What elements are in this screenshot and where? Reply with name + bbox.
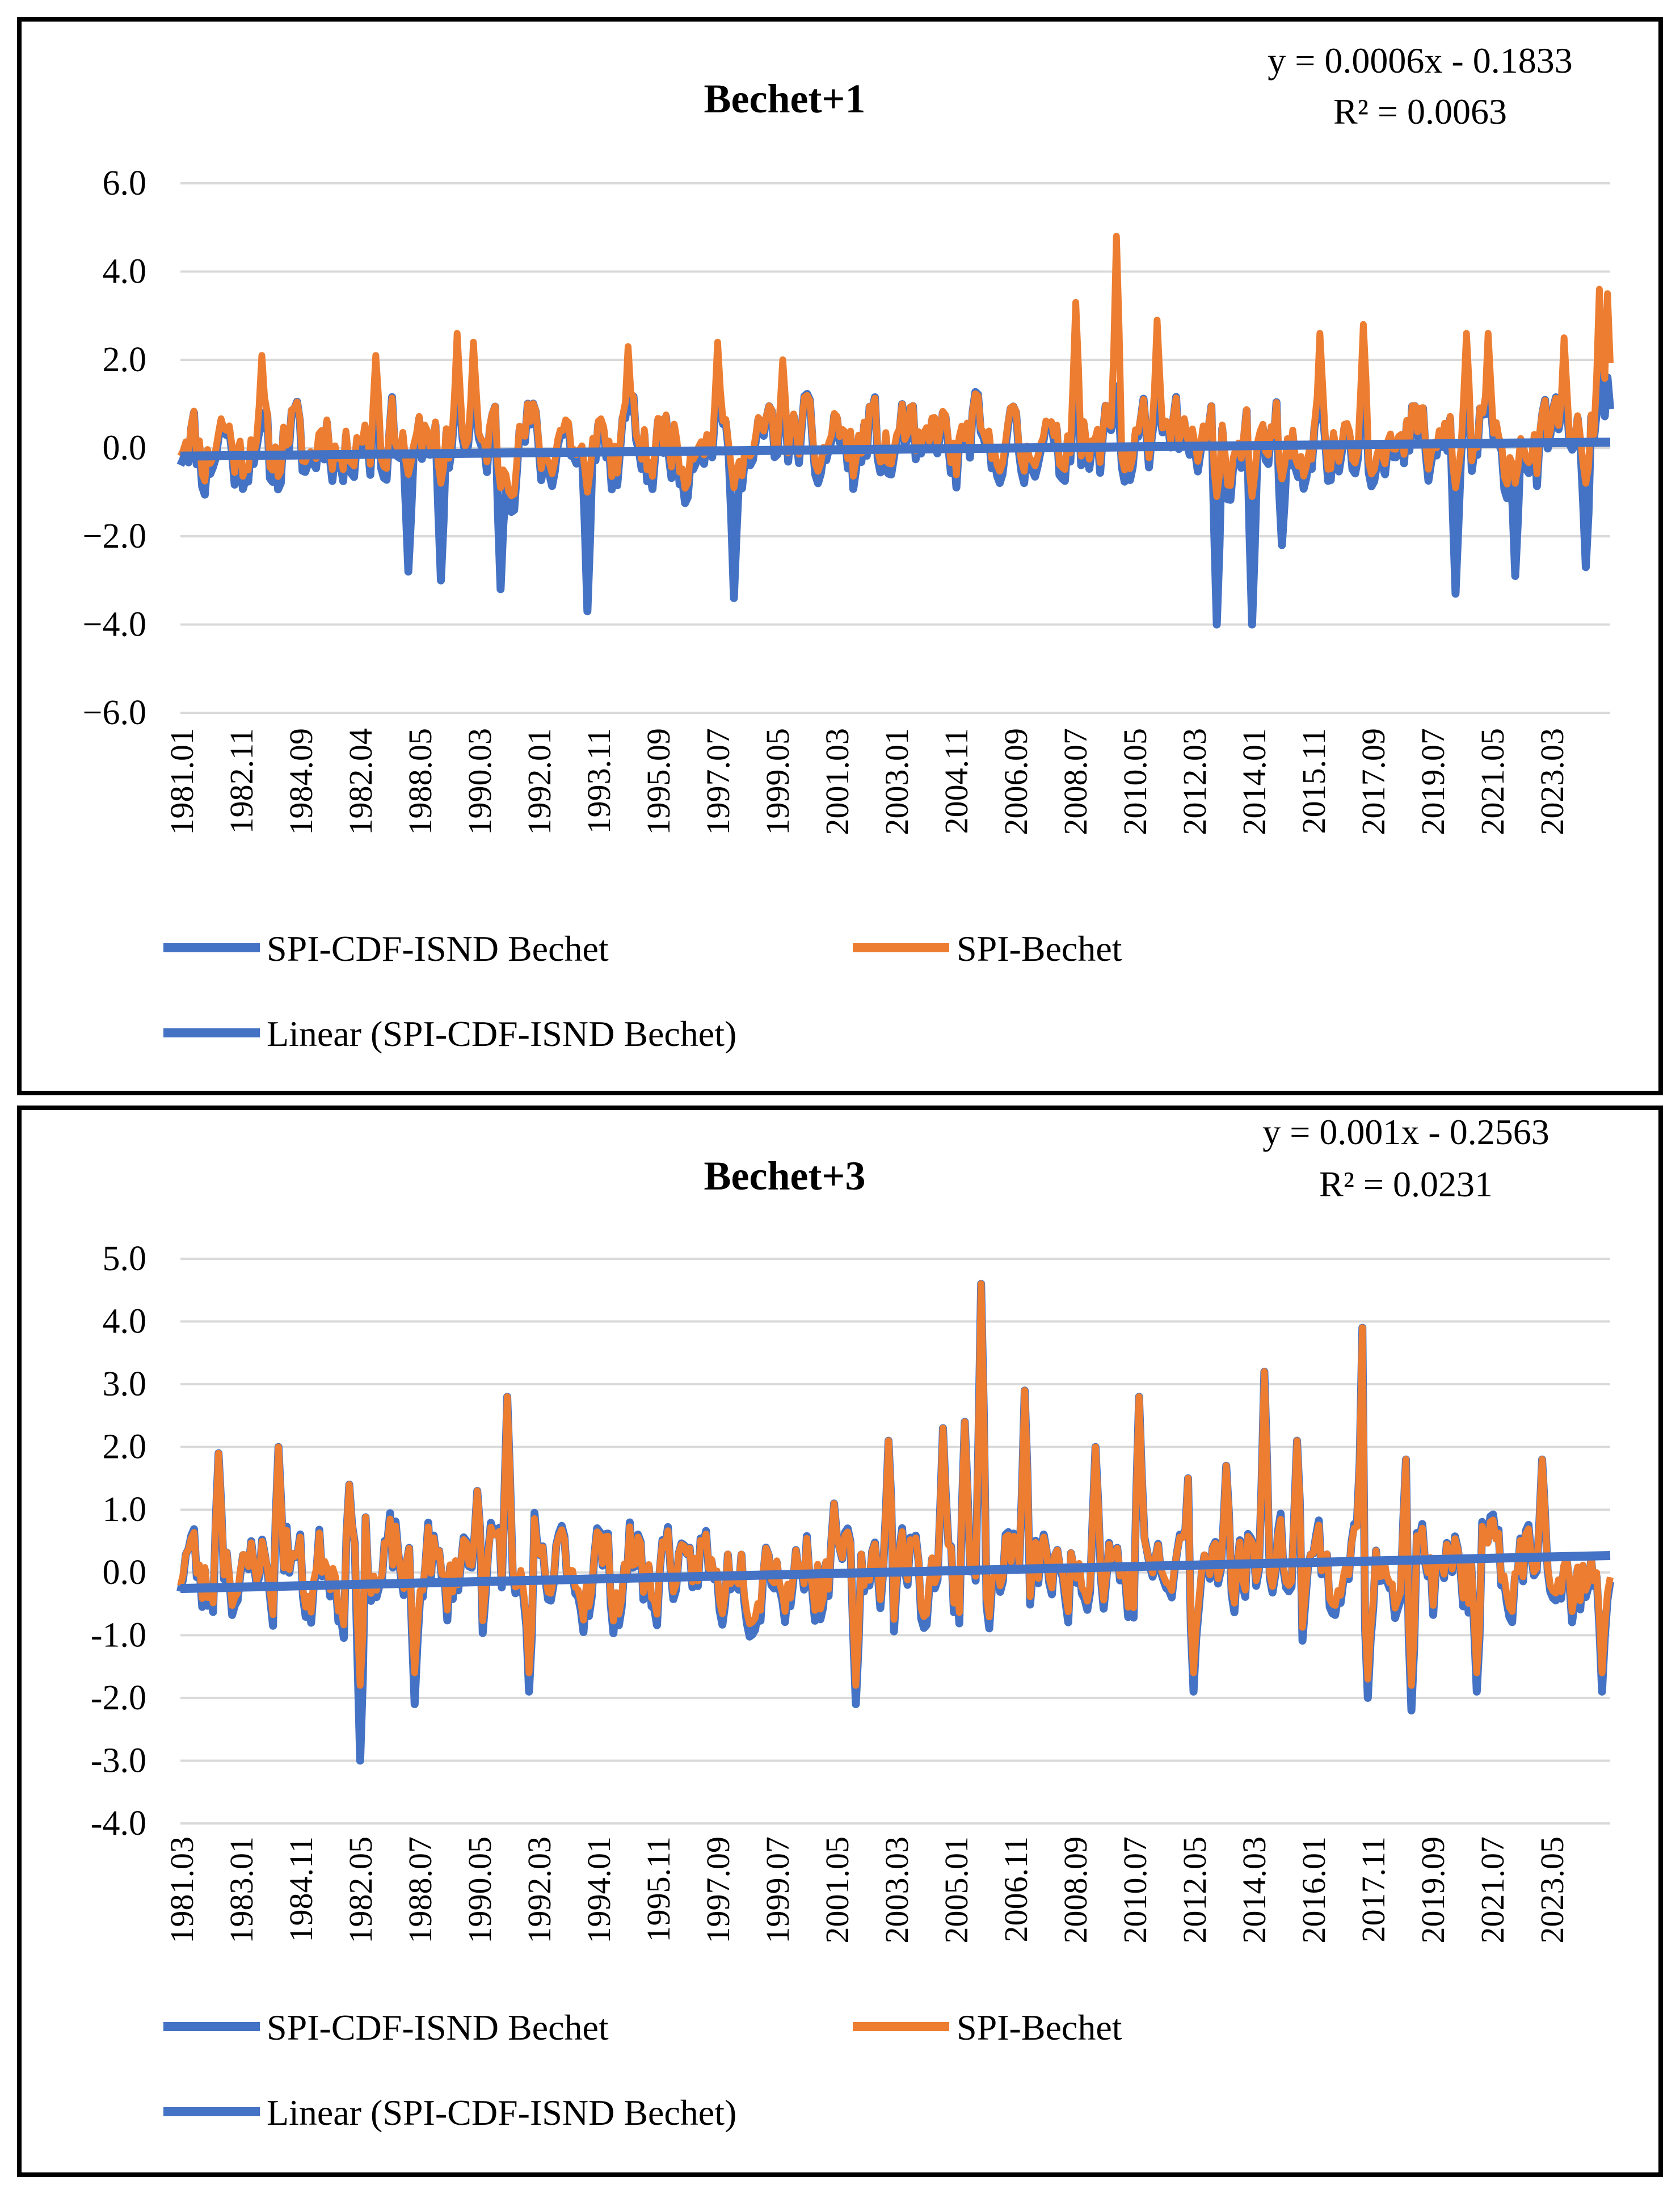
x-tick-label: 2021.05	[1474, 728, 1511, 835]
x-tick-label: 1983.01	[223, 1836, 260, 1944]
legend-label-linear: Linear (SPI-CDF-ISND Bechet)	[267, 1014, 736, 1054]
legend-label-linear: Linear (SPI-CDF-ISND Bechet)	[267, 2092, 736, 2133]
x-tick-label: 2004.11	[938, 728, 975, 834]
x-tick-label: 1988.05	[402, 728, 439, 835]
x-tick-label: 2010.07	[1117, 1836, 1153, 1944]
x-tick-label: 2006.09	[997, 728, 1034, 835]
y-tick-label: −4.0	[83, 606, 146, 644]
x-tick-label: 1988.07	[402, 1836, 439, 1944]
y-tick-label: 3.0	[103, 1365, 147, 1403]
x-tick-label: 1997.07	[700, 728, 736, 835]
x-tick-label: 1984.09	[283, 728, 319, 835]
y-tick-label: 2.0	[103, 1428, 147, 1466]
linear-trendline	[180, 438, 1611, 461]
x-tick-label: 1990.03	[461, 728, 498, 835]
x-tick-label: 1993.11	[580, 728, 617, 834]
x-tick-label: 2012.05	[1176, 1836, 1213, 1944]
x-tick-label: 2003.03	[878, 1836, 915, 1944]
x-tick-label: 1992.03	[521, 1836, 558, 1944]
series-line-spi-cdf-isnd	[176, 1280, 1614, 1765]
x-tick-label: 2014.03	[1236, 1836, 1273, 1944]
y-tick-label: 0.0	[103, 429, 147, 468]
y-tick-label: -1.0	[91, 1616, 146, 1654]
y-axis-tick-labels: 6.0 4.0 2.0 0.0 −2.0 −4.0 −6.0	[83, 164, 146, 732]
chart-bechet-3: 5.0 4.0 3.0 2.0 1.0 0.0 -1.0 -2.0 -3.0 -4.0 1981.…	[91, 1112, 1614, 2133]
legend-label-cdf: SPI-CDF-ISND Bechet	[267, 928, 609, 969]
x-tick-label: 2019.07	[1414, 728, 1451, 835]
series-group	[176, 233, 1614, 629]
x-tick-label: 2001.03	[819, 728, 856, 835]
y-tick-label: −2.0	[83, 517, 146, 556]
x-tick-label: 1994.01	[580, 1836, 617, 1944]
x-tick-label: 2003.01	[878, 728, 915, 835]
trendline-equation: y = 0.001x - 0.2563	[1262, 1112, 1549, 1152]
x-tick-label: 2021.07	[1474, 1836, 1511, 1944]
linear-trendline	[180, 1550, 1611, 1594]
x-tick-label: 2016.01	[1295, 1836, 1332, 1944]
legend: SPI-CDF-ISND Bechet SPI-Bechet Linear (S…	[163, 2007, 1122, 2133]
y-tick-label: 4.0	[103, 1302, 147, 1341]
y-tick-label: 6.0	[103, 164, 147, 203]
x-tick-label: 1999.05	[759, 728, 796, 835]
x-tick-label: 2010.05	[1117, 728, 1153, 835]
legend: SPI-CDF-ISND Bechet SPI-Bechet Linear (S…	[163, 928, 1122, 1054]
legend-label-cdf: SPI-CDF-ISND Bechet	[267, 2007, 609, 2048]
series-line-spi-bechet	[177, 233, 1614, 500]
chart-title: Bechet+1	[704, 76, 866, 121]
x-tick-label: 2012.03	[1176, 728, 1213, 835]
series-group	[176, 1280, 1614, 1765]
y-tick-label: 1.0	[103, 1490, 147, 1529]
x-tick-label: 1999.07	[759, 1836, 796, 1944]
y-tick-label: 4.0	[103, 253, 147, 291]
y-tick-label: -3.0	[91, 1741, 146, 1780]
x-tick-label: 1995.09	[640, 728, 677, 835]
x-tick-label: 2019.09	[1414, 1836, 1451, 1944]
x-tick-label: 2006.11	[997, 1836, 1034, 1942]
x-tick-label: 2008.09	[1057, 1836, 1094, 1944]
trendline-r2: R² = 0.0231	[1319, 1164, 1493, 1204]
legend-label-spi: SPI-Bechet	[957, 928, 1122, 969]
y-axis-tick-labels: 5.0 4.0 3.0 2.0 1.0 0.0 -1.0 -2.0 -3.0 -4.0	[91, 1239, 146, 1843]
x-axis-tick-labels: 1981.03 1983.01 1984.11 1982.05 1988.07 1990.…	[163, 1836, 1570, 1944]
x-tick-label: 2023.03	[1534, 728, 1570, 835]
y-tick-label: 0.0	[103, 1553, 147, 1592]
x-tick-label: 2015.11	[1295, 728, 1332, 834]
chart-bechet-1: 6.04.02.00.0−2.0−4.0−6.0 1981.01 1982.11 1…	[83, 40, 1614, 1054]
legend-label-spi: SPI-Bechet	[957, 2007, 1122, 2048]
x-tick-label: 1982.11	[223, 728, 260, 834]
x-tick-label: 1997.09	[700, 1836, 736, 1944]
x-tick-label: 1984.11	[283, 1836, 319, 1942]
x-tick-label: 1982.05	[342, 1836, 379, 1944]
chart-panel-bechet-1: 6.0 4.0 2.0 0.0 −2.0 −4.0 −6.0 1981.01 1982.11 1…	[17, 17, 1663, 1095]
trendline-equation: y = 0.0006x - 0.1833	[1268, 40, 1572, 81]
x-tick-label: 2017.11	[1355, 1836, 1392, 1942]
x-tick-label: 2023.05	[1534, 1836, 1570, 1944]
y-tick-label: 5.0	[103, 1239, 147, 1278]
chart-title: Bechet+3	[704, 1153, 866, 1199]
x-tick-label: 2001.05	[819, 1836, 856, 1944]
x-tick-label: 2005.01	[938, 1836, 975, 1944]
x-tick-label: 1995.11	[640, 1836, 677, 1942]
series-line-spi-bechet	[177, 1280, 1614, 1689]
y-tick-label: −6.0	[83, 693, 146, 732]
x-tick-label: 1990.05	[461, 1836, 498, 1944]
y-tick-label: 2.0	[103, 341, 147, 379]
x-tick-label: 1981.01	[163, 728, 200, 835]
y-tick-label: -4.0	[91, 1804, 146, 1843]
x-tick-label: 2017.09	[1355, 728, 1392, 835]
trendline-r2: R² = 0.0063	[1333, 91, 1507, 132]
x-tick-label: 1982.04	[342, 728, 379, 835]
chart-panel-bechet-3: 5.0 4.0 3.0 2.0 1.0 0.0 -1.0 -2.0 -3.0 -4.0 1981.…	[17, 1106, 1663, 2177]
x-tick-label: 1981.03	[163, 1836, 200, 1944]
x-axis-tick-labels: 1981.01 1982.11 1984.09 1982.04 1988.05 1990.…	[163, 728, 1570, 835]
x-tick-label: 1992.01	[521, 728, 558, 835]
x-tick-label: 2008.07	[1057, 728, 1094, 835]
y-tick-label: -2.0	[91, 1679, 146, 1717]
x-tick-label: 2014.01	[1236, 728, 1273, 835]
